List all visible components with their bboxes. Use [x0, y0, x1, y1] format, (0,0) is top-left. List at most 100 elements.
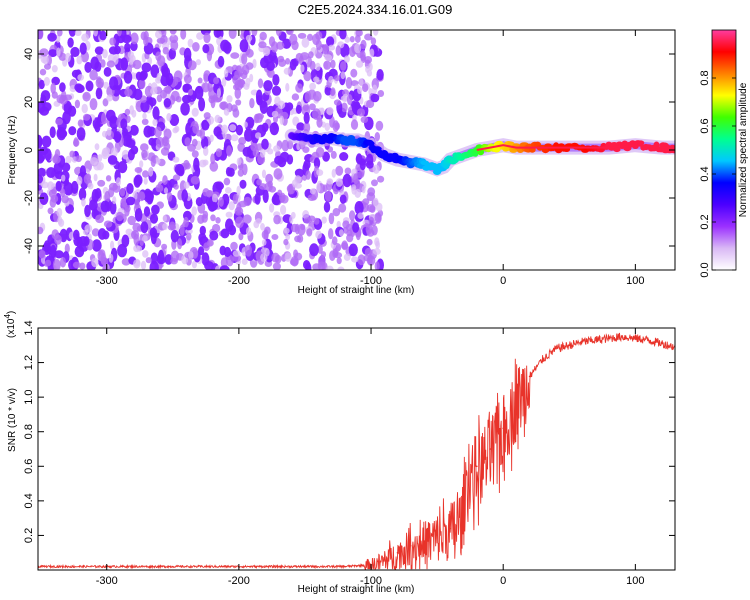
noise-blob [127, 215, 136, 226]
noise-blob [142, 250, 149, 258]
noise-blob [239, 179, 247, 189]
noise-blob [84, 204, 91, 218]
noise-blob [303, 112, 310, 124]
noise-blob [330, 89, 336, 97]
colorbar-gradient [711, 29, 737, 271]
noise-blob [204, 261, 214, 270]
noise-blob [155, 136, 165, 148]
noise-blob [52, 155, 61, 164]
snr-axes: -300 -200 -100 0 100 0.2 0.4 0.6 0.8 1.0 1.2 1.4 [23, 320, 675, 587]
noise-blob [325, 265, 334, 270]
snr-multiplier-exp: 4 [3, 314, 12, 319]
colorbar-tick-label: 0.4 [699, 166, 711, 181]
noise-blob [165, 85, 172, 95]
noise-blob [374, 213, 382, 223]
snr-point [515, 399, 518, 402]
noise-blob [177, 238, 183, 250]
noise-blob [180, 102, 190, 116]
noise-blob [174, 125, 180, 133]
noise-blob [326, 178, 334, 185]
noise-blob [249, 98, 255, 109]
colorbar: 0.0 0.2 0.4 0.6 0.8 Normalized spectral ampl… [699, 29, 749, 278]
spectrogram-x-tick-label: 0 [500, 275, 506, 287]
noise-blob [370, 37, 377, 46]
noise-blob [162, 223, 168, 231]
noise-blob [146, 191, 154, 205]
noise-blob [142, 170, 149, 178]
noise-blob [65, 52, 71, 63]
noise-blob [41, 135, 52, 148]
noise-blob [125, 228, 133, 235]
noise-blob [263, 80, 273, 92]
noise-blob [271, 234, 279, 240]
noise-blob [59, 94, 68, 105]
snr-point [502, 427, 505, 430]
noise-blob [279, 151, 290, 163]
noise-blob [295, 104, 302, 114]
noise-blob [239, 39, 249, 53]
noise-blob [163, 142, 171, 151]
noise-blob [106, 94, 113, 102]
noise-blob [273, 145, 281, 153]
noise-blob [241, 64, 250, 76]
noise-blob [85, 80, 94, 92]
noise-blob [356, 108, 366, 117]
noise-blob [79, 262, 86, 270]
noise-blob [245, 34, 253, 42]
noise-blob [374, 132, 380, 142]
noise-blob [196, 32, 204, 40]
noise-blob [150, 155, 156, 167]
noise-blob [277, 100, 286, 110]
noise-blob [112, 196, 117, 205]
noise-blob [125, 196, 136, 206]
noise-blob [79, 165, 86, 178]
noise-blob [355, 60, 364, 68]
snr-point [465, 474, 468, 476]
noise-blob [315, 31, 323, 40]
noise-blob [162, 215, 167, 222]
noise-blob [218, 196, 224, 207]
noise-blob [226, 95, 233, 103]
noise-blob [48, 49, 58, 58]
noise-blob [130, 32, 139, 45]
noise-blob [254, 192, 261, 205]
noise-blob [106, 60, 116, 68]
snr-y-tick-label: 1.4 [23, 320, 35, 335]
spectrogram-y-tick-label: 0 [23, 147, 35, 153]
noise-blob [94, 143, 100, 151]
snr-panel: -300 -200 -100 0 100 0.2 0.4 0.6 0.8 1.0 1.2 1.4 He… [3, 311, 676, 595]
noise-blob [268, 36, 276, 47]
noise-blob [209, 201, 218, 211]
noise-blob [293, 249, 299, 258]
noise-blob [42, 54, 49, 65]
noise-blob [56, 126, 67, 141]
noise-blob [242, 146, 252, 157]
noise-blob [306, 228, 313, 237]
noise-blob [91, 257, 99, 268]
noise-blob [109, 76, 119, 91]
noise-blob [259, 31, 267, 41]
noise-blob [303, 159, 311, 170]
noise-blob [76, 175, 83, 186]
noise-blob [295, 52, 304, 62]
noise-blob [255, 218, 262, 225]
snr-point [594, 339, 597, 341]
noise-blob [166, 113, 172, 122]
noise-blob [81, 33, 89, 42]
noise-blob [328, 228, 334, 240]
noise-blob [47, 181, 55, 191]
noise-blob [94, 61, 102, 72]
snr-point [436, 534, 438, 537]
noise-blob [183, 159, 190, 169]
noise-blob [372, 164, 380, 174]
noise-blob [328, 212, 335, 225]
noise-blob [114, 45, 121, 55]
noise-blob [359, 50, 366, 61]
noise-blob [125, 30, 130, 35]
noise-blob [350, 68, 358, 78]
noise-blob [61, 195, 69, 204]
noise-blob [313, 76, 320, 83]
snr-point [661, 342, 663, 345]
spectrogram-y-label: Frequency (Hz) [7, 116, 18, 185]
